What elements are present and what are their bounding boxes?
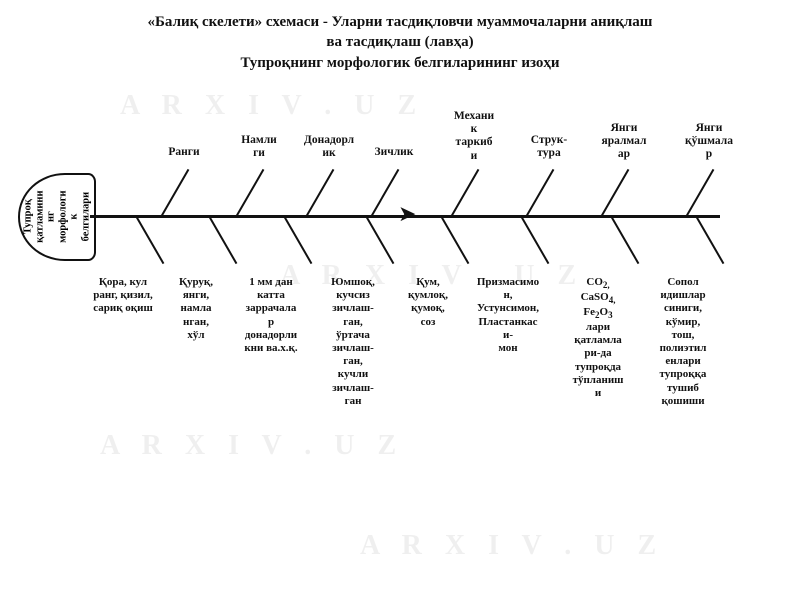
top-bone-label: Зичлик (358, 146, 430, 159)
bone-bottom (695, 216, 724, 265)
title-block: «Балиқ скелети» схемаси - Уларни тасдиқл… (0, 0, 800, 73)
fish-head: Тупроққатламинингморфологикбелгилари (18, 173, 96, 261)
top-bone-label: Янгиқўшмалар (673, 122, 745, 162)
top-bone-label: Донадорлик (293, 134, 365, 160)
bone-bottom (440, 216, 469, 265)
bottom-bone-label: Призмасимон,Устунсимон,Пластанкаси-мон (465, 276, 551, 355)
bone-bottom (283, 216, 312, 265)
bottom-bone-label: CO2,CaSO4,Fe2O3лариқатламлари-датупроқда… (555, 276, 641, 400)
bone-top (160, 169, 189, 218)
bone-top (685, 169, 714, 218)
top-bone-label: Струк-тура (513, 134, 585, 160)
top-bone-label: Янгияралмалар (588, 122, 660, 162)
bone-bottom (365, 216, 394, 265)
bone-bottom (208, 216, 237, 265)
bottom-bone-label: Сополидишларсиниги,кўмир,тош,полиэтиленл… (640, 276, 726, 408)
bone-bottom (610, 216, 639, 265)
bottom-bone-label: Юмшоқ,кучсиззичлаш-ган,ўртачазичлаш-ган,… (310, 276, 396, 408)
bottom-bone-label: Қум,қумлоқ,қумоқ,соз (385, 276, 471, 329)
top-bone-label: Ранги (148, 146, 220, 159)
bone-bottom (135, 216, 164, 265)
title-line-3: Тупроқнинг морфологик белгиларининг изоҳ… (20, 53, 780, 73)
title-line-1: «Балиқ скелети» схемаси - Уларни тасдиқл… (20, 12, 780, 32)
arrowhead-icon: ➤ (398, 203, 416, 225)
bone-top (450, 169, 479, 218)
bottom-bone-label: Қуруқ,янги,намланган,хўл (153, 276, 239, 342)
bottom-bone-label: 1 мм данкаттазаррачалардонадорликни ва.х… (228, 276, 314, 355)
top-bone-label: Намлиги (223, 134, 295, 160)
fishbone-diagram: Тупроққатламинингморфологикбелгилари ➤ Р… (0, 165, 800, 585)
bone-top (370, 169, 399, 218)
title-line-2: ва тасдиқлаш (лавҳа) (20, 32, 780, 52)
watermark: A R X I V . U Z (120, 90, 424, 122)
bone-top (305, 169, 334, 218)
bone-top (600, 169, 629, 218)
bone-top (525, 169, 554, 218)
fish-head-label: Тупроққатламинингморфологикбелгилари (22, 191, 91, 243)
bone-bottom (520, 216, 549, 265)
bone-top (235, 169, 264, 218)
top-bone-label: Механиктаркиби (438, 110, 510, 163)
